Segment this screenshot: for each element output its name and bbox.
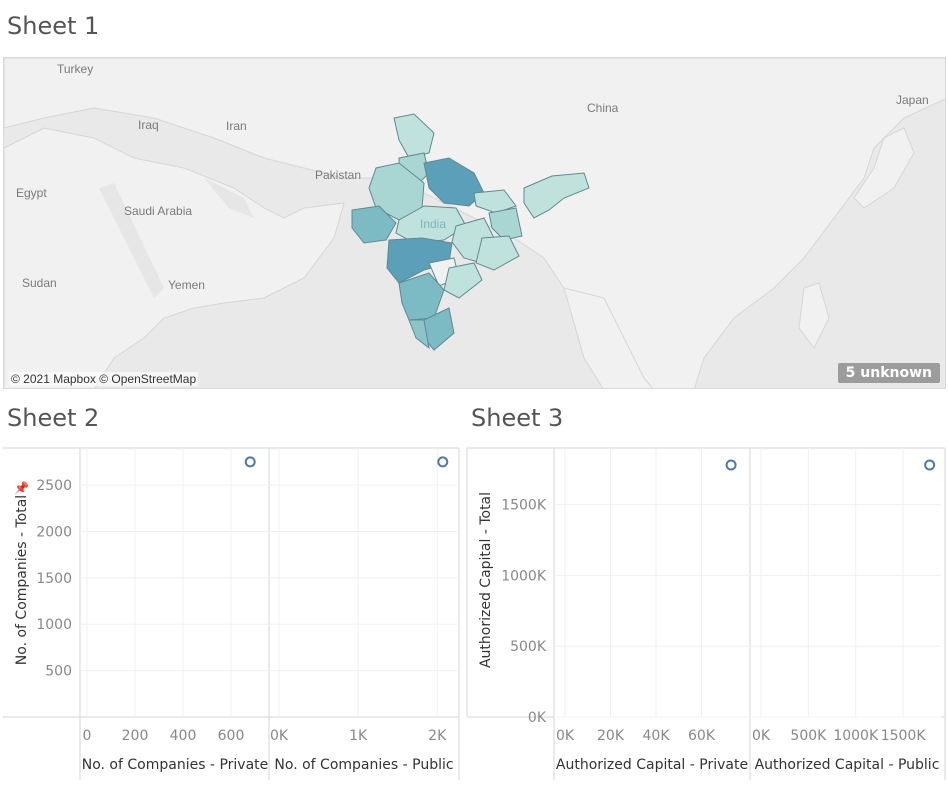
x-tick-label: 20K — [597, 728, 625, 744]
landmass-southeast-asia — [563, 287, 653, 388]
state-gujarat[interactable] — [351, 205, 397, 244]
y-tick-labels: 500 1000 1500 2000 2500 — [36, 478, 72, 680]
country-label-saudi-arabia: Saudi Arabia — [124, 204, 192, 218]
data-points[interactable] — [244, 456, 449, 468]
x-tick-label: 0 — [83, 728, 92, 744]
state-north[interactable] — [393, 113, 435, 159]
x-tick-label: 2K — [428, 728, 447, 744]
country-label-pakistan: Pakistan — [315, 168, 361, 182]
x-tick-label: 0K — [752, 728, 771, 744]
x-tick-label: 40K — [643, 728, 671, 744]
gridlines — [80, 448, 457, 717]
y-tick-label: 500 — [45, 664, 72, 680]
country-label-turkey: Turkey — [57, 62, 93, 76]
y-axis-title: No. of Companies - Total — [14, 495, 30, 665]
scatter-point[interactable] — [244, 456, 256, 468]
state-andhra-pradesh[interactable] — [443, 262, 483, 299]
x-tick-label: 0K — [270, 728, 289, 744]
sea-red-sea — [99, 183, 164, 298]
x-tick-label: 500K — [790, 728, 827, 744]
x-axis-title-private: Authorized Capital - Private — [556, 757, 748, 773]
sheet-2-scatter-panels[interactable]: 📌 No. of Companies - Total 500 1000 1500 20… — [0, 440, 465, 785]
y-tick-label: 2000 — [36, 524, 72, 540]
y-tick-labels: 0K 500K 1000K 1500K — [501, 498, 547, 726]
unknown-values-badge[interactable]: 5 unknown — [837, 363, 940, 383]
country-label-iran: Iran — [226, 119, 247, 133]
state-odisha[interactable] — [475, 235, 520, 271]
state-kerala[interactable] — [408, 319, 430, 350]
map-canvas[interactable]: Turkey Iraq Iran Egypt Saudi Arabia Paki… — [4, 58, 946, 389]
x-axis-title-public: No. of Companies - Public — [274, 757, 453, 773]
country-label-china: China — [587, 101, 619, 115]
sheet-2-title: Sheet 2 — [7, 404, 100, 432]
scatter-point[interactable] — [437, 456, 449, 468]
sheet-3-title: Sheet 3 — [471, 404, 564, 432]
y-tick-label: 1500 — [36, 571, 72, 587]
y-tick-label: 500K — [510, 639, 547, 655]
sheet-1-title: Sheet 1 — [7, 12, 100, 40]
x-tick-label: 200 — [122, 728, 149, 744]
x-tick-labels-public: 0K 1K 2K — [270, 728, 447, 744]
map-attribution[interactable]: © 2021 Mapbox © OpenStreetMap — [9, 372, 199, 386]
y-tick-label: 0K — [528, 710, 547, 726]
x-tick-label: 0K — [556, 728, 575, 744]
x-tick-label: 60K — [688, 728, 716, 744]
state-northeast[interactable] — [523, 172, 590, 219]
sheet-3-scatter-panels[interactable]: Authorized Capital - Total 0K500K1000K15… — [465, 440, 948, 785]
country-label-egypt: Egypt — [16, 186, 47, 200]
landmass-africa-arabia — [4, 127, 345, 388]
country-label-iraq: Iraq — [138, 118, 159, 132]
sea-persian-gulf — [204, 178, 254, 218]
gridlines — [554, 448, 941, 718]
y-tick-label: 1500K — [501, 498, 547, 514]
x-axis-title-public: Authorized Capital - Public — [755, 757, 940, 773]
y-axis-title: Authorized Capital - Total — [478, 492, 494, 668]
y-tick-label: 1000K — [501, 568, 547, 584]
landmass-japan — [853, 127, 915, 209]
pin-icon[interactable]: 📌 — [14, 480, 29, 495]
x-axis-title-private: No. of Companies - Private — [82, 757, 269, 773]
scatter-point[interactable] — [924, 459, 936, 471]
x-tick-label: 1500K — [881, 728, 927, 744]
y-tick-label: 2500 — [36, 478, 72, 494]
country-label-sudan: Sudan — [22, 276, 57, 290]
x-tick-labels-private: 0K 20K 40K 60K — [556, 728, 716, 744]
data-points[interactable] — [725, 459, 936, 471]
country-label-yemen: Yemen — [168, 278, 205, 292]
x-tick-label: 1000K — [833, 728, 879, 744]
landmass-philippines — [798, 282, 830, 349]
scatter-point[interactable] — [725, 459, 737, 471]
country-label-india: India — [420, 217, 446, 231]
y-tick-label: 1000 — [36, 617, 72, 633]
x-tick-labels-private: 0 200 400 600 — [83, 728, 245, 744]
x-tick-label: 1K — [349, 728, 368, 744]
x-tick-label: 600 — [218, 728, 245, 744]
country-label-japan: Japan — [896, 93, 929, 107]
india-states[interactable] — [351, 113, 590, 351]
state-east[interactable] — [488, 207, 523, 241]
india-choropleth-map[interactable]: Turkey Iraq Iran Egypt Saudi Arabia Paki… — [3, 57, 946, 389]
x-tick-labels-public: 0K 500K 1000K 1500K — [752, 728, 926, 744]
x-tick-label: 400 — [170, 728, 197, 744]
